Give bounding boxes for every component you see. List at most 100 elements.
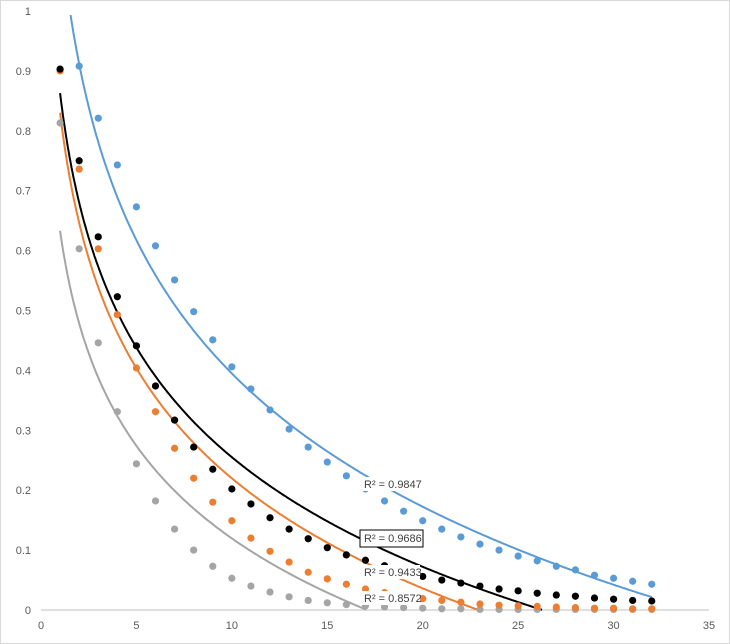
point-blue (209, 336, 217, 344)
point-black (648, 597, 656, 605)
point-black (94, 233, 102, 241)
y-tick-label: 0.4 (16, 365, 31, 377)
point-orange (495, 601, 503, 609)
point-gray (457, 605, 465, 613)
point-gray (438, 605, 446, 613)
y-tick-label: 0.5 (16, 306, 31, 318)
point-orange (629, 605, 637, 613)
point-black (629, 596, 637, 605)
point-orange (247, 534, 255, 542)
point-black (361, 556, 370, 564)
point-orange (342, 580, 350, 588)
point-black (457, 579, 465, 587)
point-blue (323, 458, 331, 466)
y-tick-label: 0.9 (16, 66, 31, 78)
point-orange (171, 444, 179, 452)
y-tick-label: 0.1 (16, 545, 31, 557)
x-axis-ticks: 0 5 10 15 20 25 30 35 (38, 620, 715, 632)
point-orange (648, 605, 656, 613)
point-blue (552, 562, 560, 570)
point-orange (438, 596, 446, 605)
point-blue (266, 406, 274, 414)
point-orange (514, 602, 522, 610)
r2-label-gray: R² = 0.8572 (364, 593, 422, 605)
point-gray (75, 245, 83, 253)
point-gray (323, 599, 331, 607)
r2-label-box (359, 529, 424, 548)
point-gray (304, 596, 312, 605)
x-tick-label: 25 (512, 620, 524, 632)
point-blue (438, 525, 446, 533)
point-black (266, 514, 274, 522)
point-blue (304, 443, 312, 451)
point-gray (266, 588, 274, 596)
point-gray (132, 460, 141, 468)
y-tick-label: 0.6 (16, 246, 31, 258)
point-gray (380, 603, 389, 611)
point-black (228, 485, 236, 493)
point-black (438, 576, 446, 584)
x-tick-label: 15 (321, 620, 333, 632)
y-tick-label: 0.8 (16, 126, 31, 138)
point-black (514, 587, 522, 595)
x-tick-label: 35 (703, 620, 715, 632)
point-black (132, 342, 141, 350)
point-black (171, 416, 179, 424)
point-orange (323, 575, 331, 583)
point-black (56, 65, 64, 73)
point-blue (113, 161, 121, 169)
trendline-blue (69, 14, 653, 599)
point-orange (533, 602, 541, 611)
point-orange (209, 498, 217, 506)
point-blue (648, 580, 656, 588)
point-blue (400, 507, 408, 515)
point-black (304, 535, 312, 543)
point-gray (190, 546, 198, 554)
point-gray (342, 601, 350, 609)
point-blue (590, 571, 599, 579)
point-gray (209, 562, 217, 570)
point-blue (342, 472, 350, 480)
point-gray (94, 339, 102, 347)
point-black (75, 157, 83, 165)
point-orange (552, 603, 560, 611)
point-orange (304, 568, 312, 576)
point-orange (190, 474, 198, 482)
r2-label-orange: R² = 0.9433 (364, 567, 422, 579)
point-orange (609, 604, 618, 612)
point-black (476, 582, 484, 590)
point-black (533, 589, 541, 597)
point-gray (151, 497, 160, 505)
r2-labels: R² = 0.9847 R² = 0.9686 R² = 0.9433 R² = 0.… (359, 477, 424, 605)
point-gray (56, 119, 64, 127)
x-tick-label: 20 (417, 620, 429, 632)
point-gray (247, 582, 255, 590)
point-black (552, 591, 560, 599)
point-blue (609, 574, 618, 582)
point-blue (75, 62, 83, 70)
point-black (190, 443, 198, 451)
point-blue (190, 308, 198, 316)
point-black (285, 525, 293, 533)
point-orange (419, 595, 427, 603)
point-black (151, 382, 160, 390)
point-blue (151, 242, 160, 250)
point-blue (132, 203, 141, 211)
point-gray (171, 525, 179, 533)
r2-label-bg (362, 565, 420, 579)
x-tick-label: 30 (607, 620, 619, 632)
point-orange (590, 604, 599, 612)
point-blue (457, 533, 465, 541)
y-tick-label: 1 (25, 6, 31, 18)
point-blue (380, 497, 389, 505)
point-gray (285, 593, 293, 601)
point-orange (113, 311, 121, 319)
point-blue (629, 577, 637, 585)
point-orange (132, 364, 141, 372)
point-orange (94, 245, 102, 253)
point-blue (476, 540, 484, 548)
trendline-black (59, 92, 543, 611)
point-black (495, 585, 503, 593)
r2-label-bg (362, 591, 420, 605)
x-tick-label: 0 (38, 620, 44, 632)
